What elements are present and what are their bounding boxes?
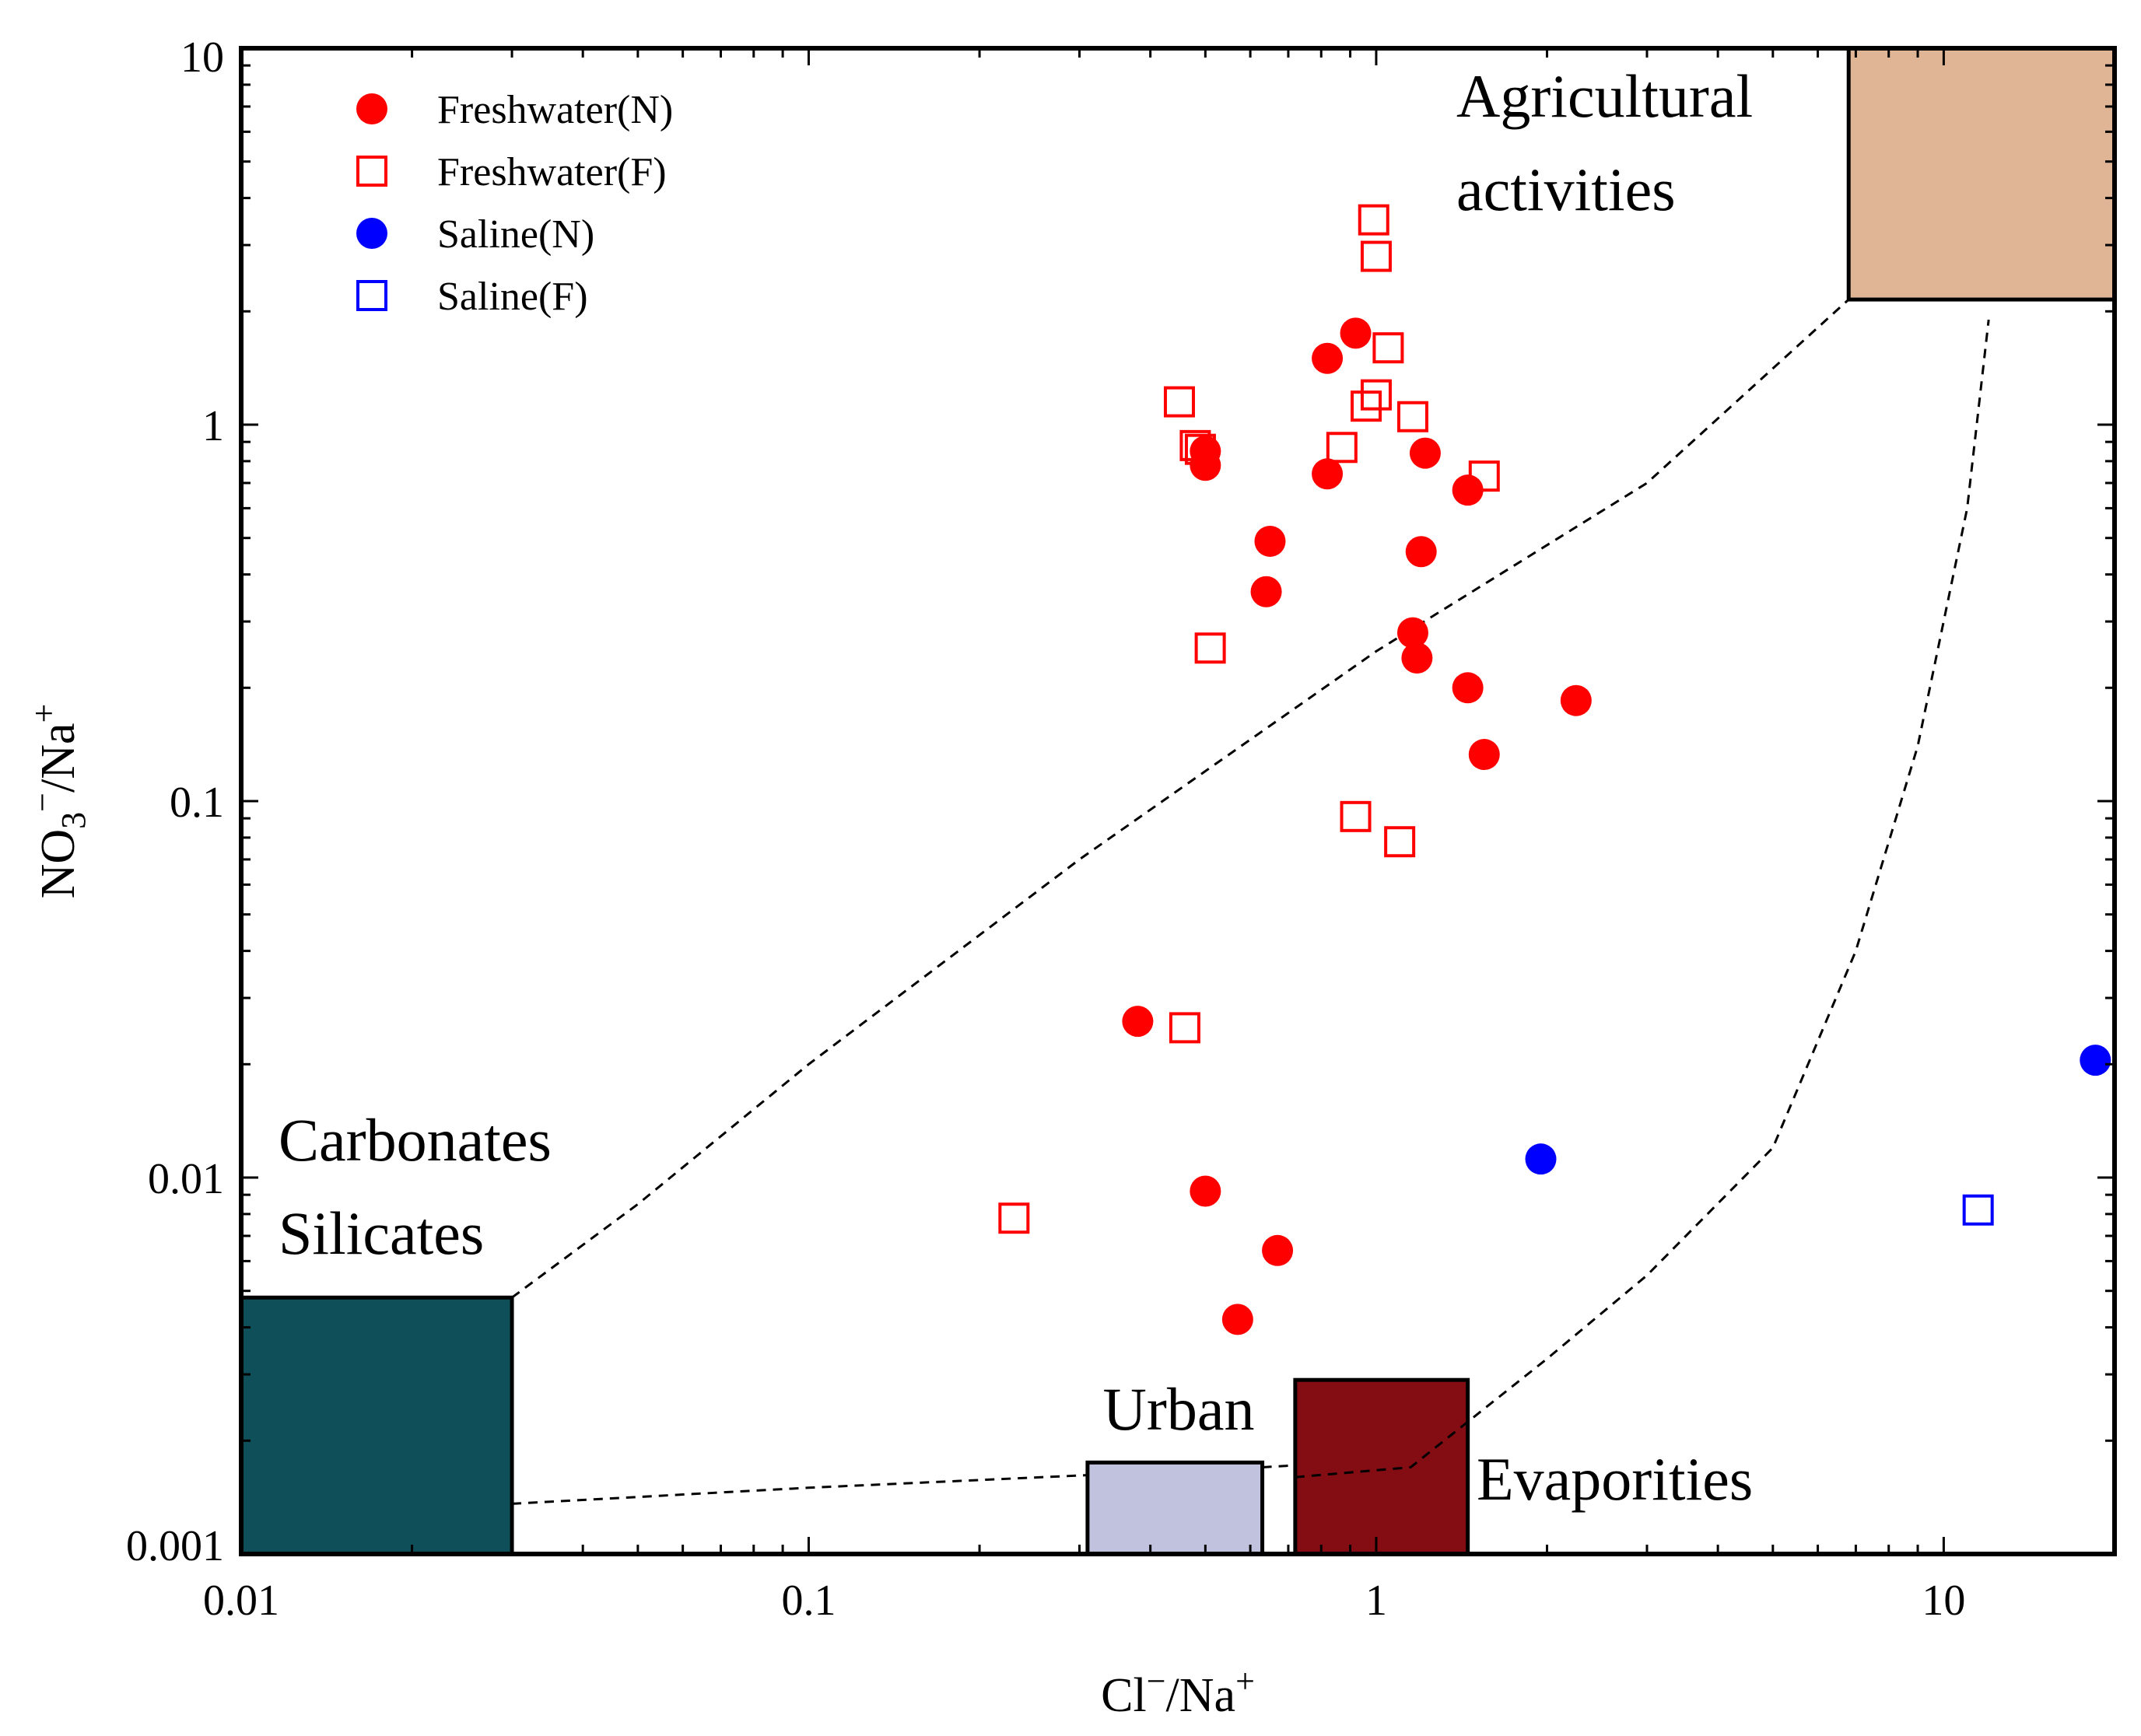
- point-freshwater-f: [1384, 826, 1416, 858]
- y-axis-title: NO3−/Na+: [23, 704, 93, 899]
- point-freshwater-n: [1405, 536, 1437, 568]
- region-label-evaporities: Evaporities: [1477, 1445, 1753, 1513]
- mixing-lines: [511, 298, 1990, 1505]
- mixing-line-urban-to-evaporities: [1262, 1464, 1295, 1468]
- region-label-urban: Urban: [1103, 1375, 1255, 1443]
- point-freshwater-n: [1250, 576, 1282, 607]
- point-freshwater-f: [998, 1202, 1030, 1234]
- point-freshwater-f: [1396, 401, 1428, 432]
- source-regions: [239, 46, 2117, 1556]
- point-freshwater-f: [1179, 429, 1211, 461]
- point-freshwater-n: [1401, 642, 1433, 674]
- point-freshwater-f: [1372, 332, 1404, 364]
- region-agricultural-activities: [1846, 46, 2117, 302]
- point-freshwater-n: [1122, 1006, 1154, 1038]
- point-freshwater-n: [1452, 672, 1484, 704]
- y-tick-label: 0.01: [148, 1155, 224, 1203]
- point-saline-n: [1525, 1143, 1557, 1175]
- data-points: [998, 204, 2111, 1335]
- point-freshwater-n: [1452, 474, 1484, 506]
- point-freshwater-n: [1468, 739, 1500, 771]
- x-tick-label: 10: [1922, 1577, 1965, 1625]
- point-freshwater-f: [1360, 379, 1392, 411]
- legend-marker-freshwater-n: [356, 93, 387, 124]
- y-tick-label: 0.1: [170, 779, 224, 827]
- mixing-line-carbonates-to-urban: [511, 1474, 1088, 1505]
- point-freshwater-n: [1340, 317, 1372, 349]
- point-saline-n: [2080, 1045, 2111, 1076]
- legend-label-freshwater-f: Freshwater(F): [437, 150, 667, 194]
- legend-marker-freshwater-f: [356, 156, 387, 187]
- point-freshwater-f: [1468, 460, 1500, 492]
- point-saline-f: [1962, 1194, 1994, 1226]
- region-labels: Carbonates Silicates Urban Evaporities Agric…: [279, 62, 1753, 1513]
- point-freshwater-n: [1396, 617, 1428, 649]
- legend: Freshwater(N) Freshwater(F) Saline(N) Salin…: [356, 88, 673, 319]
- point-freshwater-f: [1358, 204, 1389, 236]
- x-tick-label: 0.1: [781, 1577, 836, 1625]
- region-evaporities: [1293, 1377, 1470, 1556]
- legend-marker-saline-f: [356, 280, 387, 311]
- point-freshwater-n: [1190, 1175, 1221, 1207]
- point-freshwater-f: [1169, 1012, 1200, 1044]
- point-freshwater-f: [1326, 432, 1358, 464]
- point-freshwater-f: [1194, 632, 1226, 664]
- point-freshwater-n: [1262, 1234, 1294, 1266]
- x-axis-title: Cl−/Na+: [1101, 1662, 1255, 1722]
- point-freshwater-n: [1409, 437, 1441, 469]
- legend-label-freshwater-n: Freshwater(N): [437, 88, 673, 132]
- point-freshwater-f: [1360, 240, 1392, 272]
- point-freshwater-n: [1190, 450, 1221, 481]
- point-freshwater-n: [1312, 342, 1344, 374]
- y-tick-label: 1: [202, 402, 224, 450]
- point-freshwater-f: [1184, 433, 1216, 465]
- point-freshwater-n: [1560, 684, 1592, 716]
- point-freshwater-f: [1340, 800, 1372, 832]
- x-tick-label: 1: [1365, 1577, 1387, 1625]
- region-urban: [1085, 1460, 1265, 1556]
- region-carbonates-silicates: [239, 1295, 514, 1556]
- region-label-carbonates-silicates: Carbonates Silicates: [279, 1106, 552, 1267]
- point-freshwater-n: [1254, 525, 1286, 557]
- y-tick-label: 10: [180, 33, 224, 82]
- legend-marker-saline-n: [356, 218, 387, 249]
- tick-labels: 0.01 0.1 1 10 0.001 0.01 0.1 1 10: [126, 33, 1965, 1625]
- point-freshwater-n: [1312, 458, 1344, 490]
- point-freshwater-n: [1221, 1304, 1253, 1335]
- y-tick-label: 0.001: [126, 1522, 224, 1570]
- point-freshwater-f: [1351, 390, 1382, 422]
- point-freshwater-f: [1163, 386, 1195, 418]
- region-label-agricultural-activities: Agricultural activities: [1456, 62, 1753, 223]
- x-tick-label: 0.01: [203, 1577, 279, 1625]
- axis-ticks: [240, 47, 2116, 1556]
- legend-label-saline-n: Saline(N): [437, 212, 594, 257]
- legend-label-saline-f: Saline(F): [437, 275, 588, 319]
